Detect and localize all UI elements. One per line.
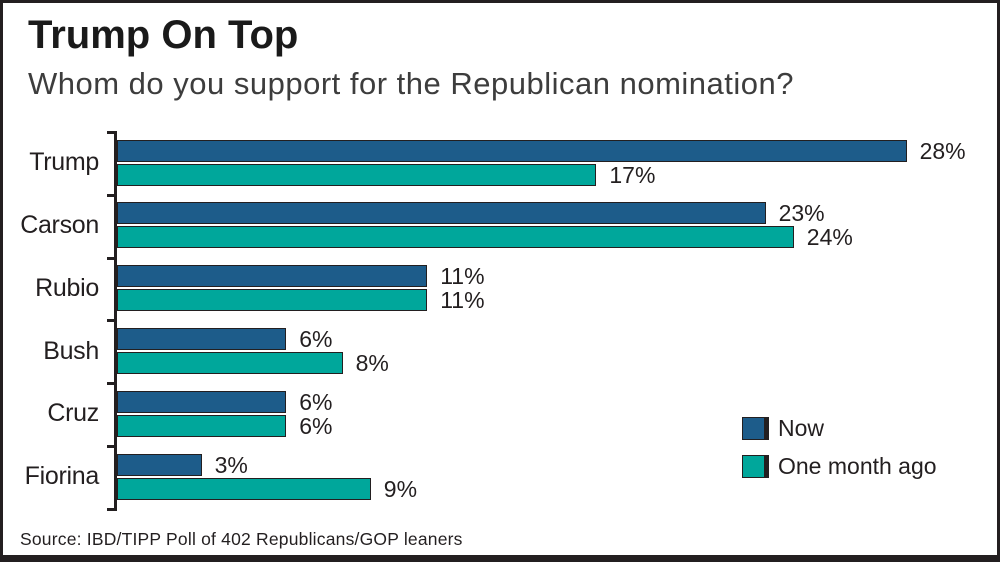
category-label-cruz: Cruz xyxy=(47,399,99,428)
legend-label-one-month-ago: One month ago xyxy=(778,453,937,479)
bar-now-rubio xyxy=(117,265,428,288)
legend: Now One month ago xyxy=(742,415,937,491)
bar-now-carson xyxy=(117,202,766,225)
y-axis-line xyxy=(114,131,117,511)
category-label-fiorina: Fiorina xyxy=(24,462,100,491)
legend-swatch-one-month-ago-icon xyxy=(742,455,769,478)
legend-item-one-month-ago: One month ago xyxy=(742,453,937,480)
chart-title: Trump On Top xyxy=(28,13,299,57)
axis-tick xyxy=(107,445,114,448)
value-label-now-fiorina: 3% xyxy=(214,451,248,478)
bar-one-month-ago-fiorina xyxy=(117,477,371,500)
legend-item-now: Now xyxy=(742,415,937,442)
value-label-now-cruz: 6% xyxy=(299,388,333,415)
value-label-now-carson: 23% xyxy=(778,200,825,227)
axis-tick xyxy=(107,131,114,134)
axis-tick xyxy=(107,382,114,386)
value-label-now-rubio: 11% xyxy=(440,263,485,290)
category-label-rubio: Rubio xyxy=(35,273,99,302)
bar-now-bush xyxy=(117,328,287,350)
bar-one-month-ago-carson xyxy=(117,226,794,249)
axis-tick xyxy=(107,507,114,511)
bar-now-fiorina xyxy=(117,453,202,476)
value-label-now-bush: 6% xyxy=(299,326,333,352)
bar-now-trump xyxy=(117,139,907,162)
bar-one-month-ago-trump xyxy=(117,163,597,186)
value-label-one-month-ago-carson: 24% xyxy=(806,224,853,251)
axis-tick xyxy=(107,193,114,197)
axis-tick xyxy=(107,319,114,323)
category-label-trump: Trump xyxy=(29,148,99,177)
chart-subtitle: Whom do you support for the Republican n… xyxy=(28,66,794,101)
value-label-one-month-ago-fiorina: 9% xyxy=(383,475,418,502)
bar-now-cruz xyxy=(117,390,287,413)
source-note: Source: IBD/TIPP Poll of 402 Republicans… xyxy=(20,529,463,549)
category-label-carson: Carson xyxy=(20,210,99,239)
legend-swatch-now-icon xyxy=(742,417,769,440)
axis-tick xyxy=(107,256,114,260)
value-label-one-month-ago-bush: 8% xyxy=(355,350,389,376)
value-label-one-month-ago-trump: 17% xyxy=(609,161,656,188)
bar-one-month-ago-bush xyxy=(117,352,343,374)
bar-one-month-ago-cruz xyxy=(117,414,287,437)
value-label-one-month-ago-rubio: 11% xyxy=(440,287,485,314)
value-label-now-trump: 28% xyxy=(919,137,966,164)
category-label-bush: Bush xyxy=(43,336,99,365)
legend-label-now: Now xyxy=(778,415,825,441)
bar-one-month-ago-rubio xyxy=(117,289,428,312)
value-label-one-month-ago-cruz: 6% xyxy=(299,412,333,439)
